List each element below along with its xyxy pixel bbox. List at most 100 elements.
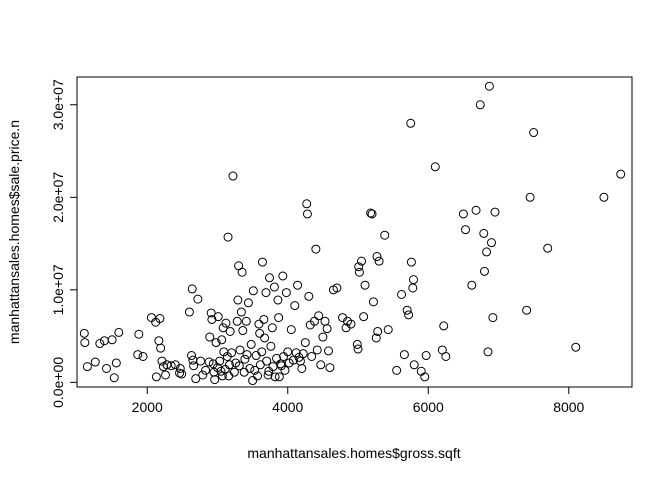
data-point <box>322 324 332 334</box>
data-point <box>175 363 185 373</box>
data-point <box>374 256 384 266</box>
data-points <box>79 81 626 386</box>
data-point <box>211 338 221 348</box>
data-point <box>187 284 197 294</box>
data-point <box>114 327 124 337</box>
data-point <box>236 307 246 317</box>
data-point <box>216 366 226 376</box>
data-point <box>300 338 310 348</box>
data-point <box>266 341 276 351</box>
data-point <box>360 280 370 290</box>
data-point <box>486 238 496 248</box>
data-point <box>525 192 535 202</box>
data-point <box>367 209 377 219</box>
data-point <box>616 169 626 179</box>
data-point <box>250 365 260 375</box>
data-point <box>529 128 539 138</box>
data-point <box>307 351 317 361</box>
data-point <box>479 266 489 276</box>
data-point <box>354 267 364 277</box>
data-point <box>217 335 227 345</box>
data-point <box>242 350 252 360</box>
data-point <box>441 351 451 361</box>
data-point <box>248 286 258 296</box>
data-point <box>404 310 414 320</box>
data-point <box>177 369 187 379</box>
data-point <box>99 336 109 346</box>
data-point <box>332 283 342 293</box>
data-point <box>223 232 233 242</box>
data-point <box>318 332 328 342</box>
data-point <box>82 362 92 372</box>
data-point <box>467 280 477 290</box>
data-point <box>366 208 376 218</box>
data-point <box>215 356 225 366</box>
data-point <box>273 295 283 305</box>
data-point <box>205 332 215 342</box>
data-point <box>471 205 481 215</box>
data-point <box>251 351 261 361</box>
data-point <box>408 283 418 293</box>
data-point <box>409 275 419 285</box>
x-axis-label: manhattansales.homes$gross.sqft <box>247 445 460 461</box>
data-point <box>206 308 216 318</box>
data-point <box>259 314 269 324</box>
x-tick-label: 4000 <box>272 399 303 415</box>
data-point <box>278 271 288 281</box>
data-point <box>320 316 330 326</box>
data-point <box>239 367 249 377</box>
data-point <box>482 247 492 257</box>
data-point <box>207 314 217 324</box>
y-axis: 0.0e+00 1.0e+07 2.0e+07 3.0e+07 <box>50 79 78 408</box>
data-point <box>297 363 307 373</box>
data-point <box>293 280 303 290</box>
data-point <box>304 291 314 301</box>
data-point <box>184 307 194 317</box>
data-point <box>325 363 335 373</box>
data-point <box>324 346 334 356</box>
data-point <box>213 312 223 322</box>
data-point <box>316 360 326 370</box>
y-tick-label: 1.0e+07 <box>50 264 66 315</box>
data-point <box>353 344 363 354</box>
data-point <box>274 313 284 323</box>
data-point <box>312 345 322 355</box>
data-point <box>475 100 485 110</box>
data-point <box>189 361 199 371</box>
data-point <box>107 335 117 345</box>
data-point <box>154 336 164 346</box>
data-point <box>354 262 364 272</box>
data-point <box>352 339 362 349</box>
data-point <box>233 295 243 305</box>
data-point <box>109 373 119 383</box>
data-point <box>248 376 258 386</box>
data-point <box>406 257 416 267</box>
data-point <box>234 361 244 371</box>
data-point <box>488 313 498 323</box>
data-point <box>409 360 419 370</box>
data-point <box>383 325 393 335</box>
data-point <box>522 305 532 315</box>
data-point <box>439 321 449 331</box>
data-point <box>79 328 89 338</box>
data-point <box>267 323 277 333</box>
data-point <box>198 370 208 380</box>
data-point <box>479 228 489 238</box>
data-point <box>193 294 203 304</box>
data-point <box>245 363 255 373</box>
data-point <box>241 316 251 326</box>
data-point <box>490 207 500 217</box>
data-point <box>283 347 293 357</box>
data-point <box>238 326 248 336</box>
data-point <box>571 342 581 352</box>
data-point <box>201 365 211 375</box>
x-tick-label: 2000 <box>132 399 163 415</box>
data-point <box>235 345 245 355</box>
data-point <box>257 347 267 357</box>
data-point <box>133 350 143 360</box>
data-point <box>421 351 431 361</box>
data-point <box>380 230 390 240</box>
data-point <box>372 252 382 262</box>
y-tick-label: 2.0e+07 <box>50 172 66 223</box>
